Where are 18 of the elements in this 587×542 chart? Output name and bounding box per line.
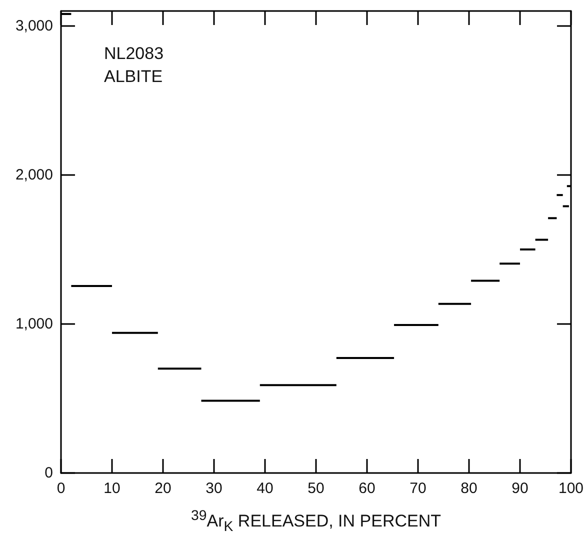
x-tick-label: 50 — [308, 480, 324, 497]
annotation: ALBITE — [104, 67, 163, 86]
x-tick-label: 30 — [206, 480, 222, 497]
x-tick-label: 10 — [104, 480, 120, 497]
y-tick-label: 0 — [44, 464, 53, 482]
y-tick-label: 1,000 — [15, 315, 53, 332]
annotation: NL2083 — [104, 44, 164, 63]
x-tick-label: 20 — [154, 480, 172, 497]
x-tick-label: 40 — [256, 480, 274, 497]
x-tick-label: 100 — [558, 480, 584, 497]
x-tick-label: 90 — [512, 480, 528, 497]
x-tick-label: 70 — [410, 480, 426, 497]
x-axis-title: $^{39}$Ar$_{K}$ RELEASED, IN PERCENT — [190, 508, 442, 536]
x-tick-label: 0 — [56, 480, 66, 497]
y-tick-label: 3,000 — [15, 17, 53, 34]
x-tick-label: 60 — [358, 480, 376, 497]
x-tick-label: 80 — [460, 480, 478, 497]
y-tick-label: 2,000 — [15, 166, 53, 184]
